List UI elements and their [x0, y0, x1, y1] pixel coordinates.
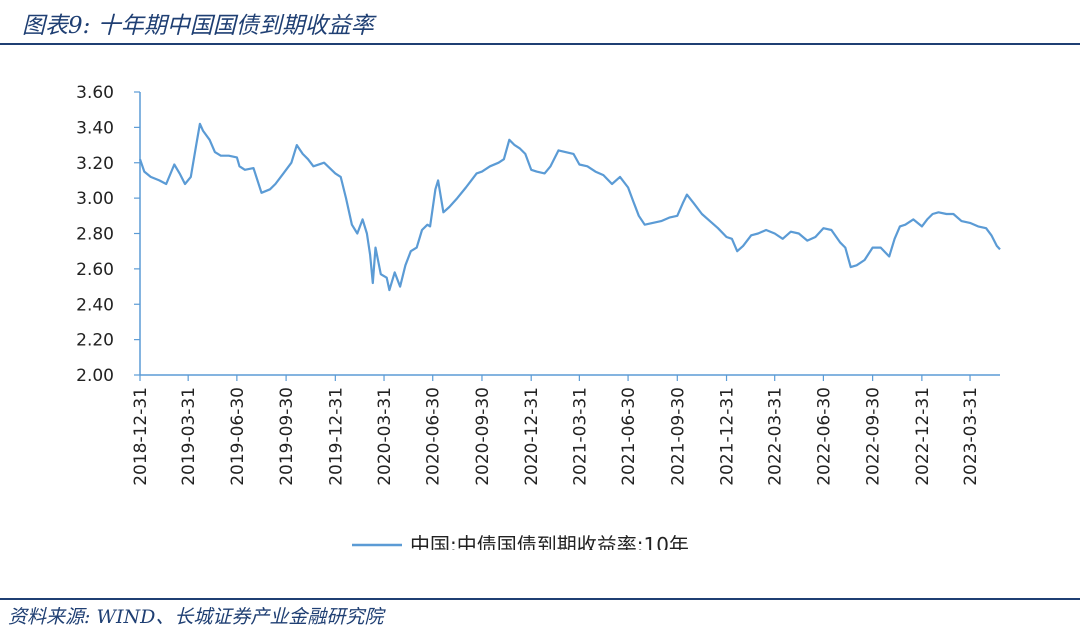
series-line-0	[138, 122, 1001, 292]
x-tick-label: 2022-06-30	[814, 387, 834, 486]
x-axis: 2018-12-31 2019-03-31 2019-06-30 2019-09-30…	[131, 374, 1000, 486]
y-axis: 2.00 2.20 2.40 2.60 2.80 3.00 3.20 3.40 3.60	[76, 83, 141, 386]
x-tick-label: 2020-12-31	[522, 387, 542, 486]
x-tick-label: 2020-09-30	[473, 387, 493, 486]
y-tick-label: 2.80	[76, 225, 114, 245]
y-tick-label: 2.20	[76, 331, 114, 351]
x-tick-label: 2019-12-31	[326, 387, 346, 486]
yield-line-chart: 2.00 2.20 2.40 2.60 2.80 3.00 3.20 3.40 3.60 201…	[76, 83, 1001, 550]
x-tick-label: 2019-06-30	[228, 387, 248, 486]
x-tick-label: 2021-12-31	[718, 387, 738, 486]
x-tick-label: 2018-12-31	[131, 387, 151, 486]
y-tick-label: 2.00	[76, 366, 114, 386]
y-tick-label: 2.60	[76, 260, 114, 280]
y-tick-label: 3.20	[76, 154, 114, 174]
y-tick-label: 2.40	[76, 295, 114, 315]
x-tick-label: 2019-03-31	[179, 387, 199, 486]
x-tick-label: 2022-09-30	[864, 387, 884, 486]
x-tick-label: 2019-09-30	[277, 387, 297, 486]
x-tick-label: 2022-12-31	[913, 387, 933, 486]
x-tick-label: 2021-03-31	[570, 387, 590, 486]
x-tick-label: 2020-03-31	[375, 387, 395, 486]
y-tick-label: 3.60	[76, 83, 114, 103]
x-tick-label: 2021-06-30	[619, 387, 639, 486]
title-divider	[0, 43, 1080, 45]
chart-legend: 中国:中债国债到期收益率:10年	[352, 533, 689, 550]
x-tick-label: 2023-03-31	[961, 387, 981, 486]
x-tick-label: 2021-09-30	[668, 387, 688, 486]
y-tick-label: 3.40	[76, 118, 114, 138]
source-divider	[0, 598, 1080, 600]
source-note: 资料来源: WIND、长城证券产业金融研究院	[8, 606, 384, 628]
x-tick-label: 2020-06-30	[424, 387, 444, 486]
figure-title: 图表9: 十年期中国国债到期收益率	[22, 13, 374, 39]
legend-label: 中国:中债国债到期收益率:10年	[410, 533, 689, 550]
series-layer	[138, 122, 1001, 292]
x-tick-label: 2022-03-31	[766, 387, 786, 486]
y-tick-label: 3.00	[76, 189, 114, 209]
